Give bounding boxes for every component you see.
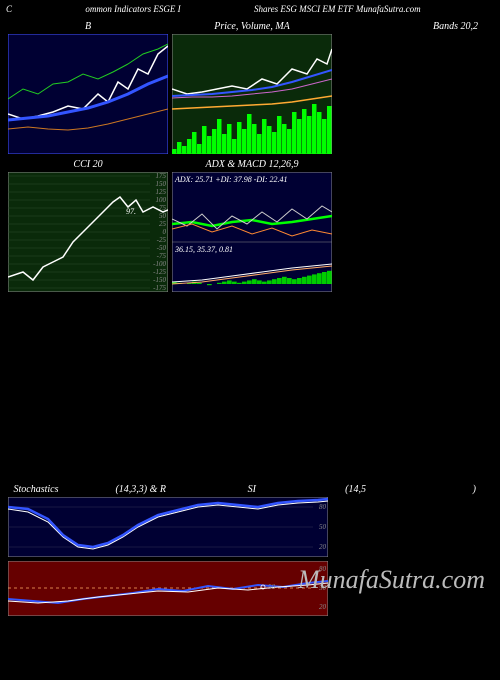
cci-title: CCI 20	[8, 158, 168, 172]
svg-text:-125: -125	[153, 268, 166, 276]
adx-macd-title: ADX & MACD 12,26,9	[172, 158, 332, 172]
svg-text:20: 20	[319, 603, 327, 611]
svg-text:100: 100	[156, 196, 167, 204]
svg-text:50: 50	[268, 583, 276, 591]
bollinger-chart	[8, 34, 168, 154]
svg-text:150: 150	[156, 180, 167, 188]
svg-text:-75: -75	[157, 252, 167, 260]
svg-text:0: 0	[163, 228, 167, 236]
bands-title: Bands 20,2	[336, 20, 486, 34]
svg-text:80: 80	[319, 503, 327, 511]
svg-text:-50: -50	[157, 244, 167, 252]
svg-text:125: 125	[156, 188, 167, 196]
adx-macd-panel: ADX & MACD 12,26,9 ADX: 25.71 +DI: 37.98…	[172, 158, 332, 292]
stoch-t4: (14,5	[256, 484, 366, 495]
bollinger-title: B	[8, 20, 168, 34]
hdr-c2: Shares ESG MSCI EM ETF MunafaSutra.com	[254, 4, 421, 14]
rsi-panel: 80 50 20 50	[8, 561, 328, 616]
svg-text:97.: 97.	[126, 207, 136, 216]
cci-chart: 1751501251007550250-25-50-75-100-125-150…	[8, 172, 168, 292]
price-ma-title: Price, Volume, MA	[172, 20, 332, 34]
price-ma-chart	[172, 34, 332, 154]
svg-text:-25: -25	[157, 236, 167, 244]
stoch-t5: )	[366, 484, 476, 495]
adx-macd-chart: ADX: 25.71 +DI: 37.98 -DI: 22.41 36.15, 3…	[172, 172, 332, 292]
svg-text:20: 20	[319, 543, 327, 551]
rsi-chart: 80 50 20 50	[8, 561, 328, 616]
stoch-t2: (14,3,3) & R	[66, 484, 166, 495]
page-root: { "header": { "left": "C", "center_left"…	[0, 0, 500, 680]
svg-text:50: 50	[159, 212, 167, 220]
svg-text:175: 175	[156, 172, 167, 180]
svg-text:36.15, 35.37, 0.81: 36.15, 35.37, 0.81	[174, 245, 233, 254]
hdr-c1: ommon Indicators ESGE I	[85, 4, 180, 14]
svg-text:50: 50	[319, 523, 327, 531]
svg-text:25: 25	[159, 220, 167, 228]
svg-text:ADX: 25.71 +DI: 37.98 -DI: 22.: ADX: 25.71 +DI: 37.98 -DI: 22.41	[174, 175, 288, 184]
svg-text:-100: -100	[153, 260, 166, 268]
price-ma-panel: Price, Volume, MA	[172, 20, 332, 154]
cci-panel: CCI 20 1751501251007550250-25-50-75-100-…	[8, 158, 168, 292]
svg-text:-175: -175	[153, 284, 166, 292]
stoch-title: Stochastics	[6, 484, 66, 495]
bollinger-panel: B	[8, 20, 168, 154]
stoch-t3: SI	[166, 484, 256, 495]
bands-label-panel: Bands 20,2	[336, 20, 486, 154]
svg-text:50: 50	[319, 584, 327, 592]
hdr-left: C	[6, 4, 12, 14]
stoch-chart: 80 50 20	[8, 497, 328, 557]
stoch-panel: 80 50 20	[8, 497, 328, 557]
svg-text:-150: -150	[153, 276, 166, 284]
page-header: C ommon Indicators ESGE I Shares ESG MSC…	[0, 0, 500, 18]
svg-text:80: 80	[319, 565, 327, 573]
spacer	[0, 294, 500, 484]
